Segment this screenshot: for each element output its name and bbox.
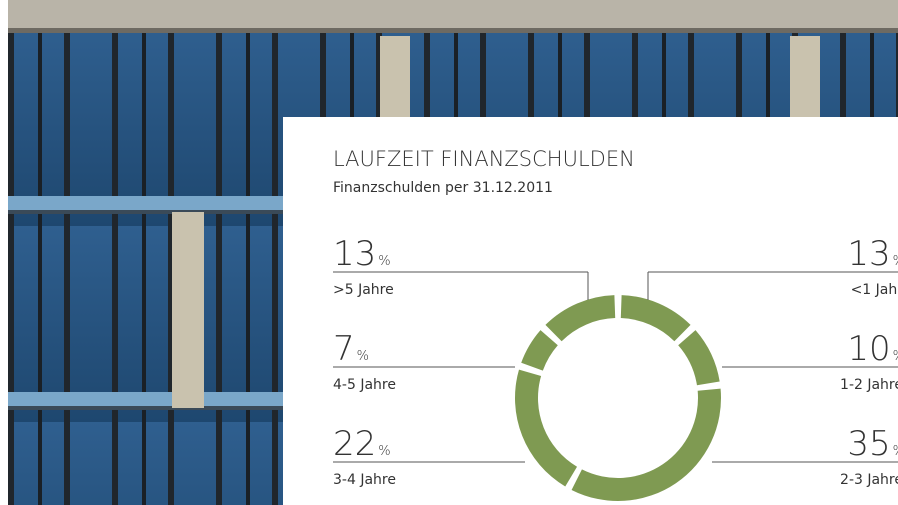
category-label: 2-3 Jahre (840, 472, 898, 488)
value-number: 10 (847, 329, 890, 369)
value-unit: % (893, 349, 898, 364)
donut-segment (678, 330, 720, 386)
category-label: <1 Jahr (851, 282, 898, 298)
value-number: 13 (333, 234, 376, 274)
value-number: 35 (847, 424, 890, 464)
donut-segment (515, 369, 578, 487)
value-label: 13% (333, 234, 391, 274)
category-label: 3-4 Jahre (333, 472, 396, 488)
value-label: 10% (847, 329, 898, 369)
chart-title: LAUFZEIT FINANZSCHULDEN (333, 147, 635, 171)
category-label: 1-2 Jahre (840, 377, 898, 393)
value-unit: % (378, 444, 390, 459)
value-unit: % (893, 444, 898, 459)
category-label: 4-5 Jahre (333, 377, 396, 393)
value-unit: % (378, 254, 390, 269)
value-number: 7 (333, 329, 355, 369)
value-unit: % (357, 349, 369, 364)
value-label: 13% (847, 234, 898, 274)
value-number: 13 (847, 234, 890, 274)
value-unit: % (893, 254, 898, 269)
value-label: 7% (333, 329, 369, 369)
value-number: 22 (333, 424, 376, 464)
donut-segment (571, 388, 721, 502)
donut-chart: 13% <1 Jahr 10% 1-2 Jahre 35% 2-3 Jahre 22% 3-4… (333, 234, 898, 502)
donut-segment (545, 295, 616, 342)
value-label: 22% (333, 424, 391, 464)
chart-subtitle: Finanzschulden per 31.12.2011 (333, 180, 553, 196)
donut-segment (521, 330, 558, 371)
value-label: 35% (847, 424, 898, 464)
category-label: >5 Jahre (333, 282, 394, 298)
donut-segment (620, 295, 691, 342)
